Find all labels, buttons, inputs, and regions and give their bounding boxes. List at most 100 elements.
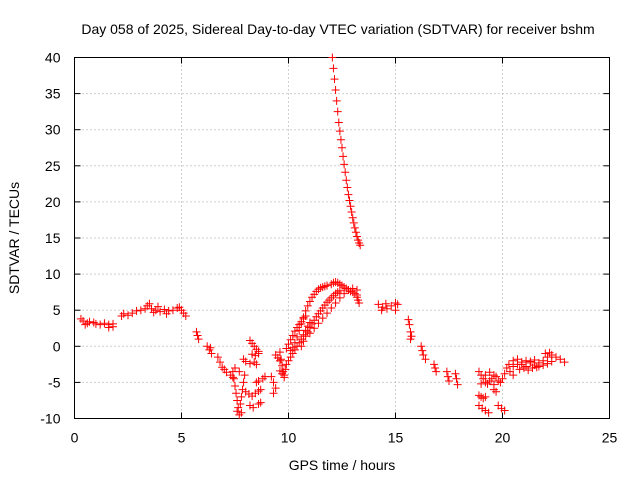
data-point: [288, 343, 297, 352]
data-point: [104, 323, 113, 332]
data-point: [290, 345, 299, 354]
data-point: [333, 278, 342, 287]
data-point: [323, 309, 332, 318]
x-tick-label: 0: [71, 430, 79, 446]
data-point: [327, 293, 336, 302]
data-point: [312, 287, 321, 296]
data-segment-28: [404, 315, 416, 344]
data-point: [421, 355, 430, 364]
data-point: [331, 278, 340, 287]
data-point: [282, 344, 291, 353]
data-point: [391, 306, 400, 315]
data-point: [299, 313, 308, 322]
data-point: [231, 382, 239, 391]
data-point: [160, 305, 169, 314]
data-point: [556, 355, 565, 364]
data-point: [343, 183, 352, 192]
data-point: [91, 319, 100, 328]
data-point: [513, 355, 522, 364]
data-point: [452, 374, 461, 383]
data-point: [374, 300, 383, 309]
x-tick-label: 10: [281, 430, 297, 446]
tick-labels: 0 5 10 15 20 25 -10 -5 0 5 10 15 20 25 30 35 40: [40, 50, 617, 446]
data-point: [496, 378, 505, 387]
data-point: [89, 318, 98, 327]
data-point: [290, 338, 299, 347]
data-point: [238, 385, 247, 394]
data-point: [314, 319, 323, 328]
data-point: [500, 406, 509, 415]
data-point: [85, 317, 94, 326]
data-point: [279, 367, 288, 376]
data-point: [316, 283, 325, 292]
data-point: [194, 335, 203, 344]
data-point: [173, 304, 182, 313]
data-point: [350, 223, 359, 232]
data-point: [193, 331, 202, 340]
data-point: [237, 392, 246, 401]
data-point: [505, 367, 514, 376]
data-point: [339, 152, 348, 161]
data-point: [406, 335, 415, 344]
y-tick-label: 10: [45, 266, 61, 282]
data-point: [443, 372, 452, 381]
data-point: [119, 309, 128, 318]
data-point: [519, 363, 528, 372]
data-segment-29: [417, 342, 430, 364]
data-segment-0: [76, 314, 118, 332]
data-point: [478, 404, 487, 413]
data-point: [543, 359, 552, 368]
data-segment-15: [267, 372, 280, 398]
data-point: [330, 75, 339, 84]
data-point: [338, 143, 346, 152]
data-point: [245, 359, 254, 368]
data-segment-21: [297, 286, 344, 351]
data-point: [487, 374, 496, 383]
data-segment-16: [271, 350, 284, 365]
data-point: [239, 378, 248, 387]
data-point: [350, 289, 359, 298]
data-point: [547, 357, 556, 366]
data-point: [382, 304, 391, 313]
y-tick-label: -5: [48, 374, 61, 390]
data-point: [515, 365, 524, 374]
data-segment-2: [192, 327, 203, 344]
data-point: [355, 239, 364, 248]
data-point: [338, 281, 346, 290]
data-point: [254, 376, 263, 385]
data-point: [318, 283, 327, 292]
y-tick-label: 15: [45, 230, 61, 246]
data-segment-7: [241, 387, 260, 401]
data-segment-1: [117, 299, 190, 320]
data-point: [305, 297, 314, 306]
data-point: [249, 403, 258, 412]
data-point: [271, 384, 280, 393]
data-point: [349, 218, 358, 227]
data-segment-9: [252, 376, 263, 387]
data-point: [168, 306, 177, 315]
data-point: [327, 304, 336, 313]
data-point: [381, 299, 390, 308]
data-point: [239, 355, 248, 364]
data-point: [352, 232, 361, 241]
data-segment-36: [494, 401, 509, 415]
data-point: [348, 288, 357, 297]
data-point: [445, 376, 453, 385]
data-point: [320, 282, 329, 291]
data-segment-38: [502, 350, 569, 380]
data-segment-3: [203, 342, 216, 358]
data-point: [240, 371, 249, 380]
data-point: [335, 280, 344, 289]
data-point: [502, 363, 511, 372]
data-point: [479, 394, 488, 403]
data-point: [192, 327, 201, 336]
data-point: [442, 367, 451, 376]
data-point: [333, 107, 342, 116]
data-point: [356, 241, 365, 250]
data-point: [282, 360, 291, 369]
data-point: [301, 332, 310, 341]
data-point: [149, 308, 158, 317]
data-point: [252, 345, 261, 354]
data-point: [492, 387, 501, 396]
